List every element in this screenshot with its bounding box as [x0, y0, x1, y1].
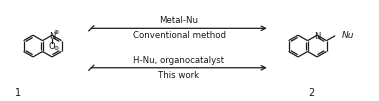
- Text: 2: 2: [309, 88, 315, 98]
- Text: Nu: Nu: [342, 31, 355, 40]
- Text: This work: This work: [158, 71, 200, 80]
- Text: Conventional method: Conventional method: [133, 31, 226, 40]
- Text: H-Nu, organocatalyst: H-Nu, organocatalyst: [133, 56, 225, 65]
- Text: O: O: [49, 42, 55, 51]
- Text: N: N: [49, 32, 55, 41]
- Text: ⊕: ⊕: [54, 30, 59, 35]
- Text: Metal-Nu: Metal-Nu: [160, 16, 199, 25]
- Text: N: N: [314, 32, 320, 41]
- Text: 1: 1: [15, 88, 21, 98]
- Text: ⊖: ⊖: [53, 46, 59, 51]
